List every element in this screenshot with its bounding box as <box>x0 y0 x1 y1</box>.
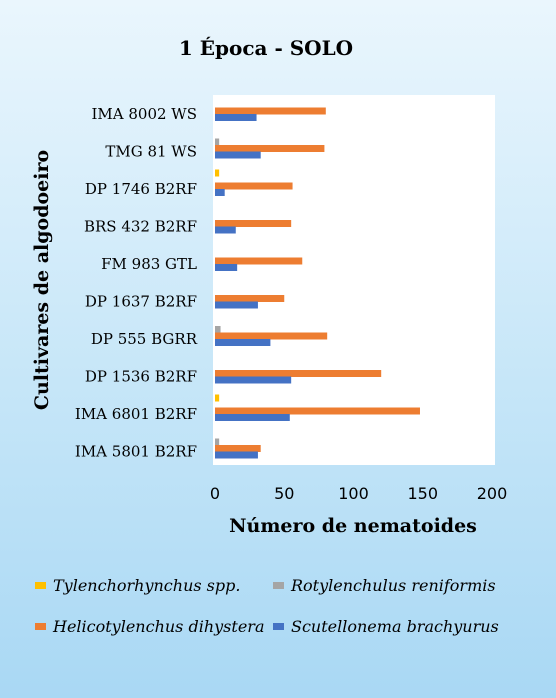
category-label: TMG 81 WS <box>105 143 197 161</box>
category-label: DP 555 BGRR <box>91 330 198 348</box>
bar <box>215 332 328 340</box>
bar <box>215 370 382 377</box>
category-label: FM 983 GTL <box>101 255 197 273</box>
bar <box>215 107 326 115</box>
bar <box>215 220 292 227</box>
chart-title: 1 Época - SOLO <box>179 36 353 60</box>
bar <box>215 182 293 190</box>
x-axis-label: Número de nematoides <box>229 515 477 537</box>
category-label: IMA 8002 WS <box>91 105 197 123</box>
legend-label: Rotylenchulus reniformis <box>290 576 496 595</box>
bar <box>215 301 258 309</box>
x-tick-label: 50 <box>274 484 294 503</box>
bar <box>215 438 220 446</box>
bar <box>215 169 220 177</box>
category-label: DP 1536 B2RF <box>85 368 197 386</box>
legend-swatch <box>273 582 284 589</box>
x-tick-label: 150 <box>407 484 438 503</box>
bars-group <box>215 107 420 459</box>
bar <box>215 151 261 159</box>
x-tick-label: 100 <box>338 484 369 503</box>
bar <box>215 339 271 346</box>
bar <box>215 257 303 265</box>
category-label: DP 1746 B2RF <box>85 180 197 198</box>
legend-swatch <box>35 582 46 589</box>
bar <box>215 145 325 152</box>
legend-label: Scutellonema brachyurus <box>291 617 499 636</box>
bar <box>215 376 292 384</box>
bar <box>215 138 220 146</box>
x-tick-label: 200 <box>477 484 508 503</box>
bar <box>215 394 220 402</box>
legend-label: Helicotylenchus dihystera <box>52 617 264 636</box>
bar <box>215 445 261 452</box>
bar <box>215 295 285 302</box>
legend-swatch <box>273 623 284 630</box>
category-label: BRS 432 B2RF <box>84 218 197 236</box>
y-axis-label: Cultivares de algodoeiro <box>31 150 53 410</box>
bar <box>215 114 257 121</box>
bar <box>215 264 238 271</box>
x-tick-label: 0 <box>210 484 220 503</box>
bar <box>215 326 221 333</box>
category-label: DP 1637 B2RF <box>85 293 197 311</box>
legend: Tylenchorhynchus spp. Rotylenchulus renif… <box>35 576 499 636</box>
category-labels: IMA 8002 WS TMG 81 WS DP 1746 B2RF BRS 432 … <box>75 105 198 461</box>
category-label: IMA 5801 B2RF <box>75 443 197 461</box>
bar <box>215 414 290 421</box>
bar <box>215 226 236 234</box>
legend-label: Tylenchorhynchus spp. <box>53 576 240 595</box>
bar <box>215 189 225 196</box>
x-tick-labels: 0 50 100 150 200 <box>210 484 507 503</box>
category-label: IMA 6801 B2RF <box>75 405 197 423</box>
bar <box>215 451 258 459</box>
legend-swatch <box>35 623 46 630</box>
bar <box>215 407 420 415</box>
